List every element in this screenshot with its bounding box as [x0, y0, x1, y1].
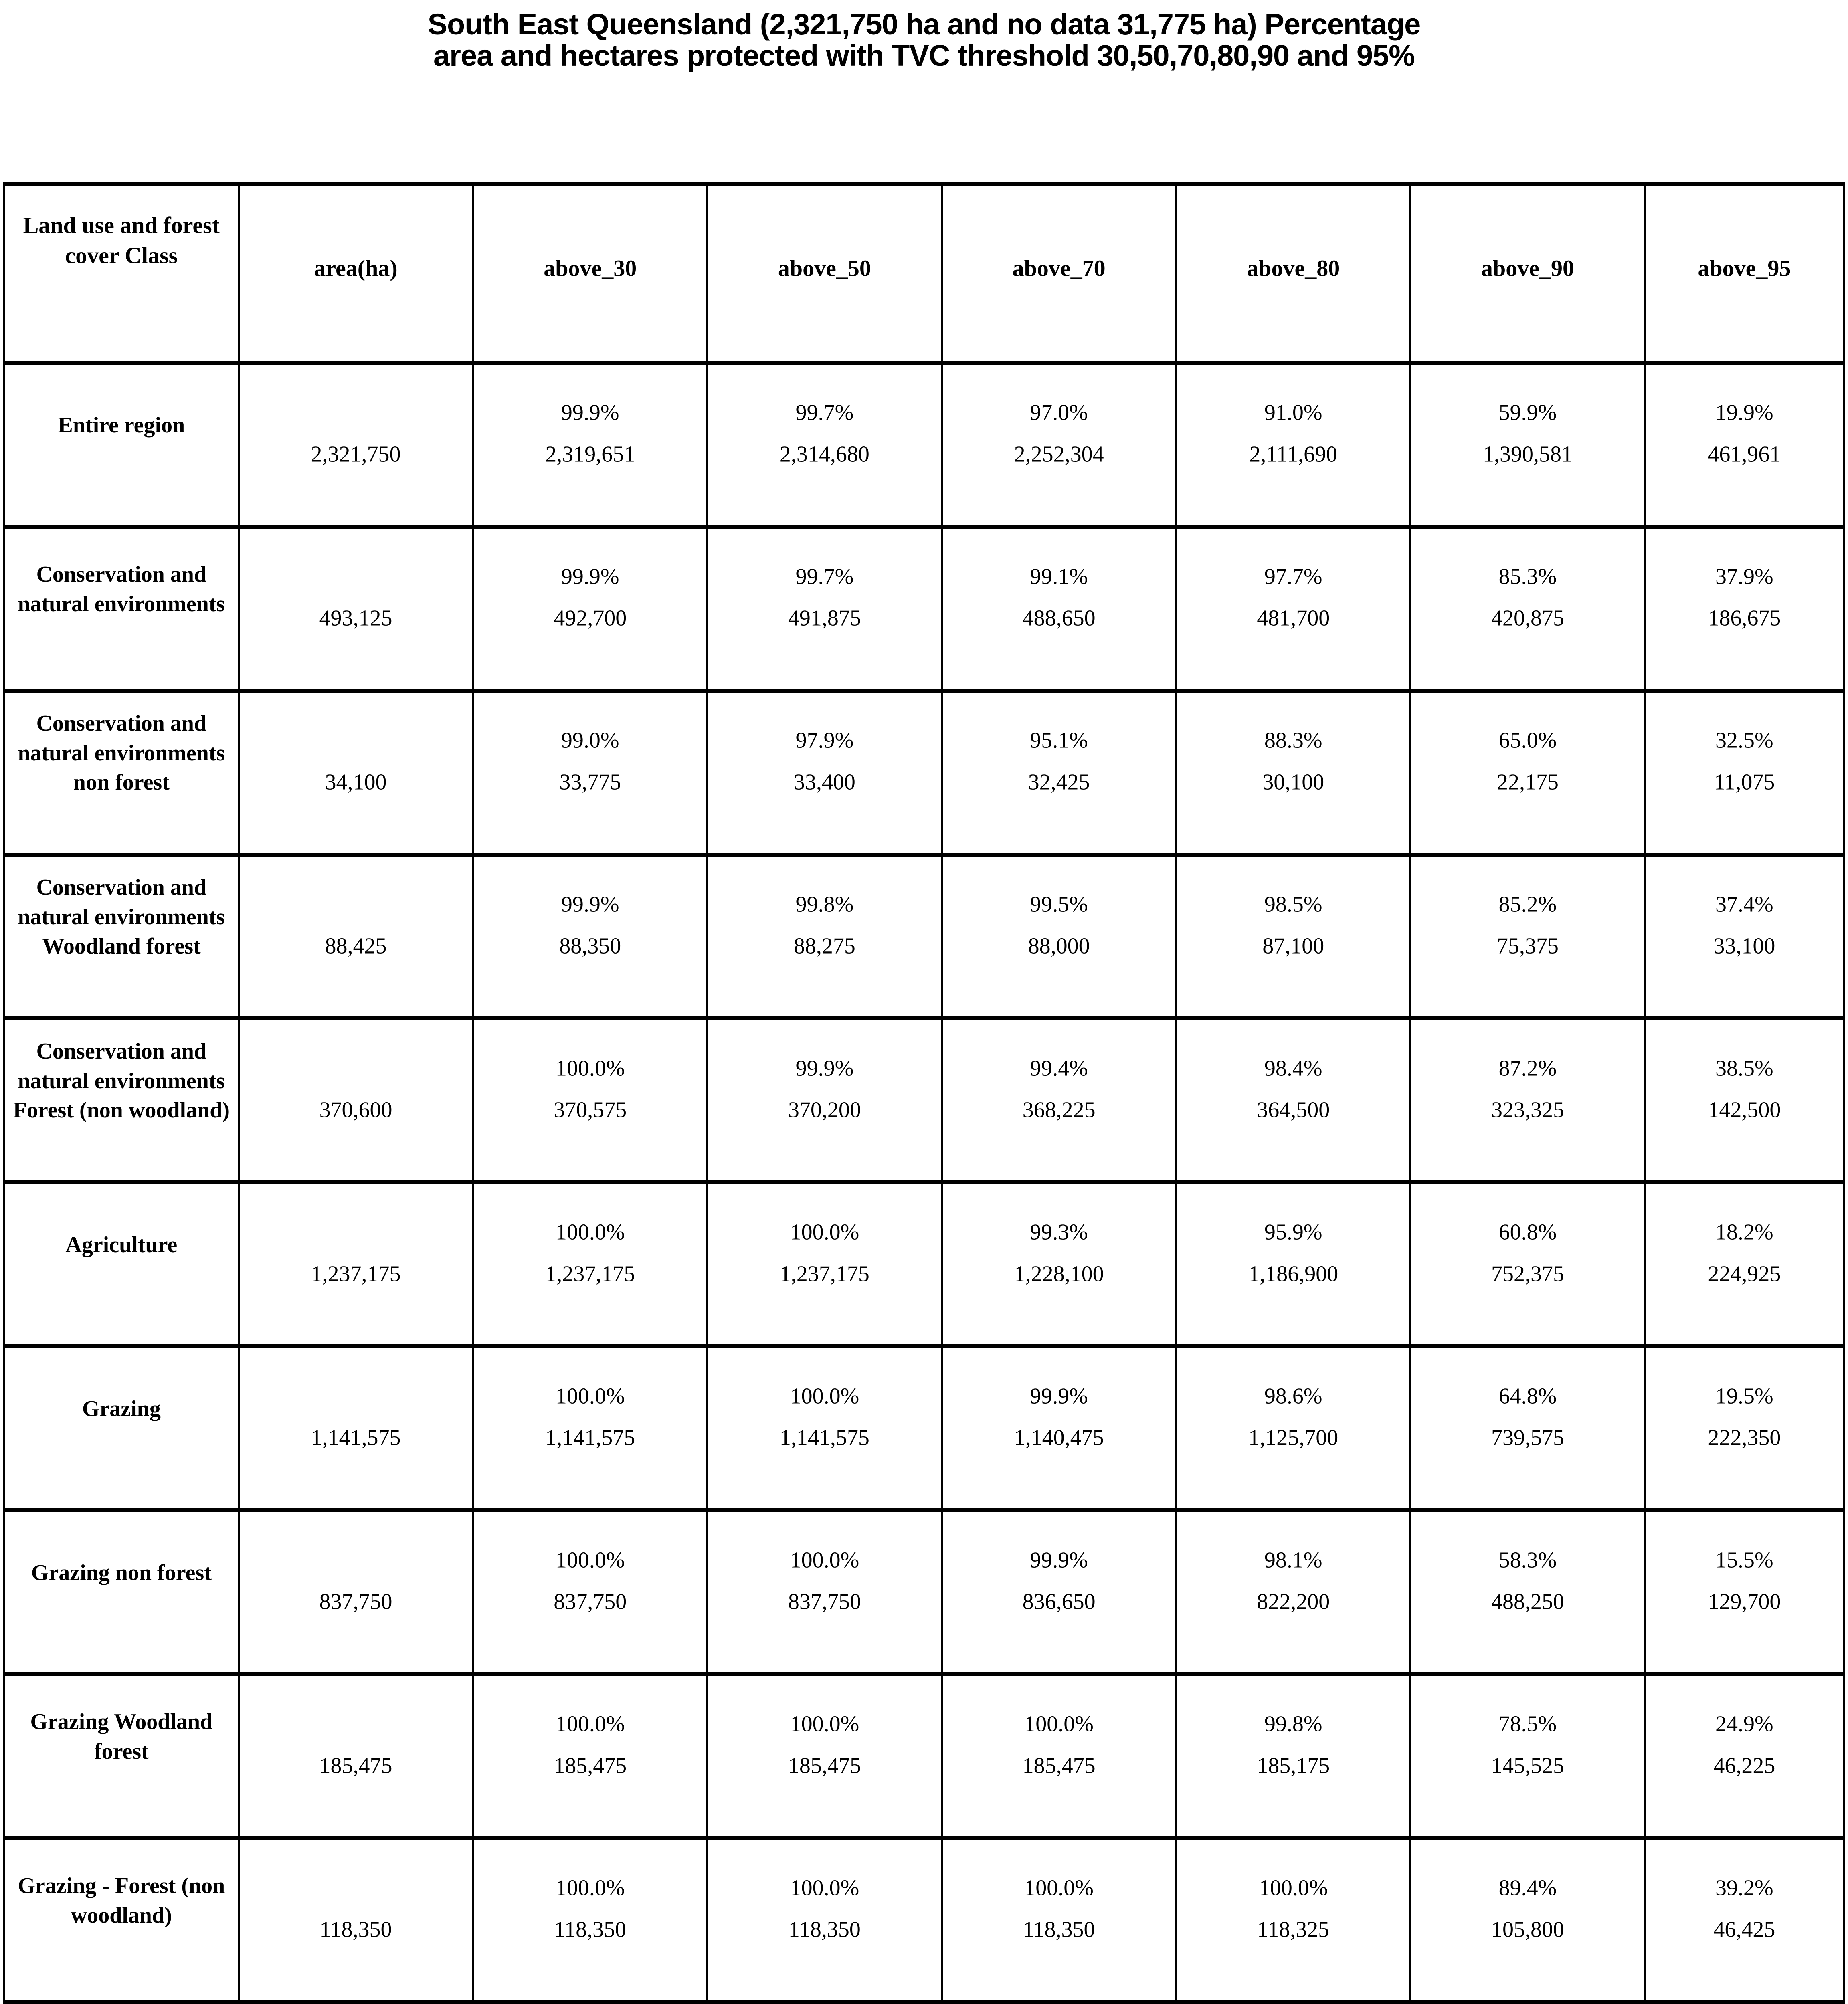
value-cell: 78.5% 145,525 — [1411, 1676, 1646, 1840]
value-cell: 100.0% 1,237,175 — [708, 1184, 943, 1348]
value-cell: 24.9% 46,225 — [1646, 1676, 1843, 1840]
value-cell: 100.0% 185,475 — [942, 1676, 1177, 1840]
value-cell: 99.8% 185,175 — [1177, 1676, 1412, 1840]
value-cell: 60.8% 752,375 — [1411, 1184, 1646, 1348]
page-title-line1: South East Queensland (2,321,750 ha and … — [427, 8, 1421, 41]
area-cell: 1,237,175 — [239, 1184, 474, 1348]
data-table: Land use and forest cover Class area(ha) a… — [3, 182, 1845, 2004]
area-cell: 185,475 — [239, 1676, 474, 1840]
area-cell: 493,125 — [239, 529, 474, 693]
value-cell: 100.0% 118,350 — [942, 1840, 1177, 2004]
row-label: Conservation and natural environments Wo… — [5, 857, 240, 1020]
value-cell: 99.7% 2,314,680 — [708, 365, 943, 529]
row-label: Conservation and natural environments no… — [5, 693, 240, 857]
value-cell: 98.6% 1,125,700 — [1177, 1348, 1412, 1512]
area-cell: 34,100 — [239, 693, 474, 857]
row-label: Grazing Woodland forest — [5, 1676, 240, 1840]
value-cell: 99.5% 88,000 — [942, 857, 1177, 1020]
value-cell: 97.9% 33,400 — [708, 693, 943, 857]
value-cell: 19.9% 461,961 — [1646, 365, 1843, 529]
value-cell: 18.2% 224,925 — [1646, 1184, 1843, 1348]
value-cell: 32.5% 11,075 — [1646, 693, 1843, 857]
value-cell: 97.7% 481,700 — [1177, 529, 1412, 693]
value-cell: 100.0% 118,350 — [708, 1840, 943, 2004]
value-cell: 64.8% 739,575 — [1411, 1348, 1646, 1512]
page-title-line2: area and hectares protected with TVC thr… — [433, 39, 1415, 73]
value-cell: 99.7% 491,875 — [708, 529, 943, 693]
row-label: Grazing non forest — [5, 1512, 240, 1676]
row-label: Conservation and natural environments — [5, 529, 240, 693]
value-cell: 39.2% 46,425 — [1646, 1840, 1843, 2004]
value-cell: 99.9% 492,700 — [474, 529, 709, 693]
value-cell: 100.0% 837,750 — [474, 1512, 709, 1676]
area-cell: 2,321,750 — [239, 365, 474, 529]
value-cell: 87.2% 323,325 — [1411, 1020, 1646, 1184]
page-title: South East Queensland (2,321,750 ha and … — [0, 8, 1848, 73]
value-cell: 99.8% 88,275 — [708, 857, 943, 1020]
value-cell: 37.4% 33,100 — [1646, 857, 1843, 1020]
header-cell: above_30 — [474, 186, 709, 365]
row-label: Entire region — [5, 365, 240, 529]
value-cell: 100.0% 185,475 — [708, 1676, 943, 1840]
value-cell: 85.2% 75,375 — [1411, 857, 1646, 1020]
area-cell: 370,600 — [239, 1020, 474, 1184]
area-cell: 1,141,575 — [239, 1348, 474, 1512]
header-cell: above_70 — [942, 186, 1177, 365]
value-cell: 15.5% 129,700 — [1646, 1512, 1843, 1676]
value-cell: 91.0% 2,111,690 — [1177, 365, 1412, 529]
value-cell: 95.1% 32,425 — [942, 693, 1177, 857]
value-cell: 100.0% 185,475 — [474, 1676, 709, 1840]
value-cell: 99.9% 88,350 — [474, 857, 709, 1020]
value-cell: 100.0% 1,141,575 — [708, 1348, 943, 1512]
value-cell: 100.0% 1,237,175 — [474, 1184, 709, 1348]
value-cell: 58.3% 488,250 — [1411, 1512, 1646, 1676]
value-cell: 99.0% 33,775 — [474, 693, 709, 857]
value-cell: 38.5% 142,500 — [1646, 1020, 1843, 1184]
row-label: Agriculture — [5, 1184, 240, 1348]
header-cell: above_80 — [1177, 186, 1412, 365]
value-cell: 37.9% 186,675 — [1646, 529, 1843, 693]
value-cell: 100.0% 837,750 — [708, 1512, 943, 1676]
value-cell: 99.4% 368,225 — [942, 1020, 1177, 1184]
value-cell: 99.9% 2,319,651 — [474, 365, 709, 529]
header-cell: above_90 — [1411, 186, 1646, 365]
value-cell: 97.0% 2,252,304 — [942, 365, 1177, 529]
value-cell: 88.3% 30,100 — [1177, 693, 1412, 857]
header-cell: above_95 — [1646, 186, 1843, 365]
value-cell: 100.0% 1,141,575 — [474, 1348, 709, 1512]
value-cell: 89.4% 105,800 — [1411, 1840, 1646, 2004]
row-label: Grazing - Forest (non woodland) — [5, 1840, 240, 2004]
value-cell: 99.9% 1,140,475 — [942, 1348, 1177, 1512]
value-cell: 99.1% 488,650 — [942, 529, 1177, 693]
row-label: Grazing — [5, 1348, 240, 1512]
header-cell: above_50 — [708, 186, 943, 365]
value-cell: 65.0% 22,175 — [1411, 693, 1646, 857]
value-cell: 85.3% 420,875 — [1411, 529, 1646, 693]
value-cell: 98.5% 87,100 — [1177, 857, 1412, 1020]
value-cell: 100.0% 118,325 — [1177, 1840, 1412, 2004]
value-cell: 99.9% 370,200 — [708, 1020, 943, 1184]
value-cell: 95.9% 1,186,900 — [1177, 1184, 1412, 1348]
row-label: Conservation and natural environments Fo… — [5, 1020, 240, 1184]
value-cell: 19.5% 222,350 — [1646, 1348, 1843, 1512]
area-cell: 837,750 — [239, 1512, 474, 1676]
value-cell: 100.0% 370,575 — [474, 1020, 709, 1184]
value-cell: 99.3% 1,228,100 — [942, 1184, 1177, 1348]
value-cell: 100.0% 118,350 — [474, 1840, 709, 2004]
value-cell: 98.4% 364,500 — [1177, 1020, 1412, 1184]
value-cell: 99.9% 836,650 — [942, 1512, 1177, 1676]
header-cell: area(ha) — [239, 186, 474, 365]
header-cell: Land use and forest cover Class — [5, 186, 240, 365]
value-cell: 98.1% 822,200 — [1177, 1512, 1412, 1676]
value-cell: 59.9% 1,390,581 — [1411, 365, 1646, 529]
area-cell: 118,350 — [239, 1840, 474, 2004]
area-cell: 88,425 — [239, 857, 474, 1020]
